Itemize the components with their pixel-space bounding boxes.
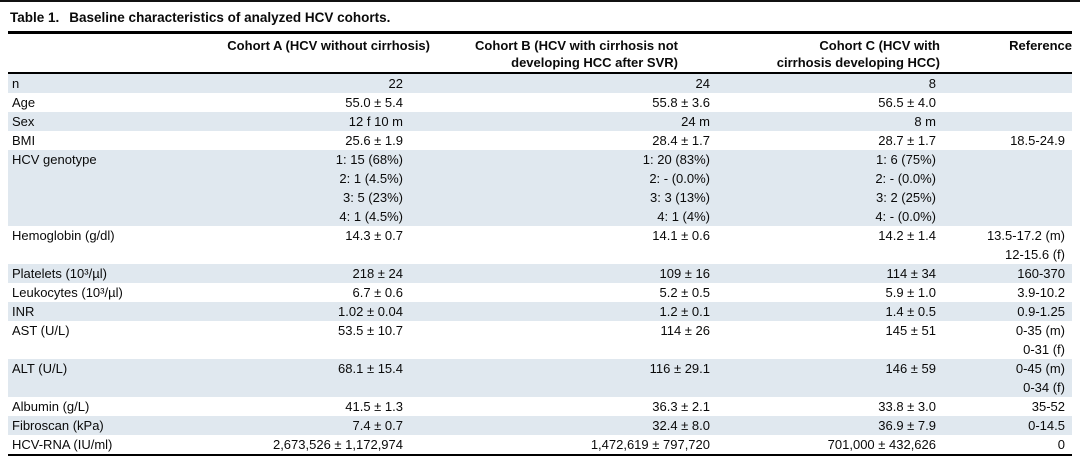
cell-cohort-b: 14.1 ± 0.6 xyxy=(652,228,710,243)
row-label: n xyxy=(12,76,20,91)
cell-reference xyxy=(944,112,1072,131)
cell-cohort-c: 146 ± 59 xyxy=(885,361,936,376)
cell-cohort-c: 1: 6 (75%) 2: - (0.0%) 3: 2 (25%) 4: - (… xyxy=(875,152,936,224)
cell-cohort-a: 2,673,526 ± 1,172,974 xyxy=(272,437,403,452)
cell-reference: 0-14.5 xyxy=(1028,418,1065,433)
row-label: AST (U/L) xyxy=(12,323,70,338)
cell-cohort-b: 36.3 ± 2.1 xyxy=(652,399,710,414)
header-cohort-b: Cohort B (HCV with cirrhosis not develop… xyxy=(438,34,748,74)
cell-cohort-a: 1: 15 (68%) 2: 1 (4.5%) 3: 5 (23%) 4: 1 … xyxy=(335,152,403,224)
cell-cohort-a: 25.6 ± 1.9 xyxy=(345,133,403,148)
table-caption-number: Table 1. xyxy=(10,10,60,25)
table-caption: Table 1. Baseline characteristics of anal… xyxy=(8,2,1072,34)
row-label: BMI xyxy=(12,133,36,148)
cell-cohort-b: 116 ± 29.1 xyxy=(649,361,710,376)
table-row: Fibroscan (kPa) 7.4 ± 0.7 32.4 ± 8.0 36.9 ±… xyxy=(8,416,1072,435)
table-row: ALT (U/L) 68.1 ± 15.4 116 ± 29.1 146 ± 59 0-… xyxy=(8,359,1072,397)
cell-cohort-b: 28.4 ± 1.7 xyxy=(652,133,710,148)
cell-cohort-a: 7.4 ± 0.7 xyxy=(352,418,403,433)
cell-cohort-c: 14.2 ± 1.4 xyxy=(878,228,936,243)
row-label: HCV-RNA (IU/ml) xyxy=(12,437,113,452)
cell-cohort-c: 56.5 ± 4.0 xyxy=(878,95,936,110)
header-cohort-c: Cohort C (HCV with cirrhosis developing … xyxy=(748,34,944,74)
cell-cohort-a: 22 xyxy=(388,76,403,91)
cell-cohort-a: 6.7 ± 0.6 xyxy=(352,285,403,300)
cell-cohort-c: 701,000 ± 432,626 xyxy=(827,437,936,452)
cell-reference: 0-45 (m) 0-34 (f) xyxy=(1015,361,1065,395)
cell-reference: 0.9-1.25 xyxy=(1017,304,1065,319)
cell-cohort-b: 109 ± 16 xyxy=(659,266,710,281)
table-caption-text: Baseline characteristics of analyzed HCV… xyxy=(69,10,391,25)
cell-cohort-a: 14.3 ± 0.7 xyxy=(345,228,403,243)
row-label: Hemoglobin (g/dl) xyxy=(12,228,115,243)
table-row: AST (U/L) 53.5 ± 10.7 114 ± 26 145 ± 51 0-35… xyxy=(8,321,1072,359)
cell-cohort-c: 28.7 ± 1.7 xyxy=(878,133,936,148)
cell-reference: 3.9-10.2 xyxy=(1017,285,1065,300)
cell-reference: 0-35 (m) 0-31 (f) xyxy=(1015,323,1065,357)
cell-cohort-c: 5.9 ± 1.0 xyxy=(885,285,936,300)
cell-cohort-b: 1.2 ± 0.1 xyxy=(659,304,710,319)
table-row: HCV-RNA (IU/ml) 2,673,526 ± 1,172,974 1,47… xyxy=(8,435,1072,455)
cell-reference xyxy=(944,150,1072,226)
table-row: HCV genotype 1: 15 (68%) 2: 1 (4.5%) 3: 5… xyxy=(8,150,1072,226)
cell-cohort-c: 8 xyxy=(928,76,936,91)
row-label: Platelets (10³/µl) xyxy=(12,266,107,281)
table-sheet: Table 1. Baseline characteristics of anal… xyxy=(8,2,1072,456)
table-body: n 22 24 8 Age 55.0 ± 5.4 55.8 ± 3.6 56.5 ± 4.0 S… xyxy=(8,73,1072,455)
top-crop-rule xyxy=(0,0,1080,2)
cell-cohort-b: 5.2 ± 0.5 xyxy=(659,285,710,300)
cell-cohort-b: 114 ± 26 xyxy=(660,323,710,338)
row-label: ALT (U/L) xyxy=(12,361,68,376)
cell-cohort-a: 41.5 ± 1.3 xyxy=(345,399,403,414)
cell-reference: 0 xyxy=(1057,437,1065,452)
cell-cohort-a: 68.1 ± 15.4 xyxy=(338,361,403,376)
table-row: Platelets (10³/µl) 218 ± 24 109 ± 16 114 ± … xyxy=(8,264,1072,283)
header-reference: Reference xyxy=(944,34,1072,74)
cell-cohort-c: 114 ± 34 xyxy=(886,266,936,281)
cell-reference: 13.5-17.2 (m) 12-15.6 (f) xyxy=(986,228,1065,262)
cell-cohort-c: 36.9 ± 7.9 xyxy=(878,418,936,433)
cell-reference: 18.5-24.9 xyxy=(1010,133,1065,148)
row-label: INR xyxy=(12,304,35,319)
table-row: Leukocytes (10³/µl) 6.7 ± 0.6 5.2 ± 0.5 5.9… xyxy=(8,283,1072,302)
cell-cohort-a: 53.5 ± 10.7 xyxy=(338,323,403,338)
cell-cohort-b: 32.4 ± 8.0 xyxy=(652,418,710,433)
row-label: Fibroscan (kPa) xyxy=(12,418,104,433)
row-label: Leukocytes (10³/µl) xyxy=(12,285,123,300)
cell-cohort-c: 145 ± 51 xyxy=(885,323,936,338)
table-row: INR 1.02 ± 0.04 1.2 ± 0.1 1.4 ± 0.5 0.9-1.25 xyxy=(8,302,1072,321)
baseline-characteristics-table: Cohort A (HCV without cirrhosis) Cohort … xyxy=(8,34,1072,456)
cell-cohort-b: 1,472,619 ± 797,720 xyxy=(590,437,710,452)
cell-cohort-b: 24 m xyxy=(681,114,710,129)
cell-cohort-b: 1: 20 (83%) 2: - (0.0%) 3: 3 (13%) 4: 1 … xyxy=(642,152,710,224)
cell-cohort-b: 55.8 ± 3.6 xyxy=(652,95,710,110)
header-cohort-a: Cohort A (HCV without cirrhosis) xyxy=(158,34,438,74)
cell-cohort-c: 8 m xyxy=(914,114,936,129)
cell-cohort-b: 24 xyxy=(695,76,710,91)
row-label: HCV genotype xyxy=(12,152,97,167)
row-label: Sex xyxy=(12,114,35,129)
row-label: Albumin (g/L) xyxy=(12,399,90,414)
cell-cohort-c: 33.8 ± 3.0 xyxy=(878,399,936,414)
table-row: Age 55.0 ± 5.4 55.8 ± 3.6 56.5 ± 4.0 xyxy=(8,93,1072,112)
cell-reference xyxy=(944,73,1072,93)
cell-reference: 160-370 xyxy=(1017,266,1065,281)
header-row-label xyxy=(8,34,158,74)
table-row: Albumin (g/L) 41.5 ± 1.3 36.3 ± 2.1 33.8 ± … xyxy=(8,397,1072,416)
cell-cohort-c: 1.4 ± 0.5 xyxy=(885,304,936,319)
cell-reference: 35-52 xyxy=(1031,399,1065,414)
cell-cohort-a: 1.02 ± 0.04 xyxy=(338,304,403,319)
cell-cohort-a: 218 ± 24 xyxy=(352,266,403,281)
table-row: BMI 25.6 ± 1.9 28.4 ± 1.7 28.7 ± 1.7 18.5-24… xyxy=(8,131,1072,150)
table-row: Hemoglobin (g/dl) 14.3 ± 0.7 14.1 ± 0.6 14.… xyxy=(8,226,1072,264)
table-header-row: Cohort A (HCV without cirrhosis) Cohort … xyxy=(8,34,1072,74)
cell-reference xyxy=(944,93,1072,112)
cell-cohort-a: 12 f 10 m xyxy=(348,114,403,129)
table-row: n 22 24 8 xyxy=(8,73,1072,93)
row-label: Age xyxy=(12,95,36,110)
cell-cohort-a: 55.0 ± 5.4 xyxy=(345,95,403,110)
table-row: Sex 12 f 10 m 24 m 8 m xyxy=(8,112,1072,131)
